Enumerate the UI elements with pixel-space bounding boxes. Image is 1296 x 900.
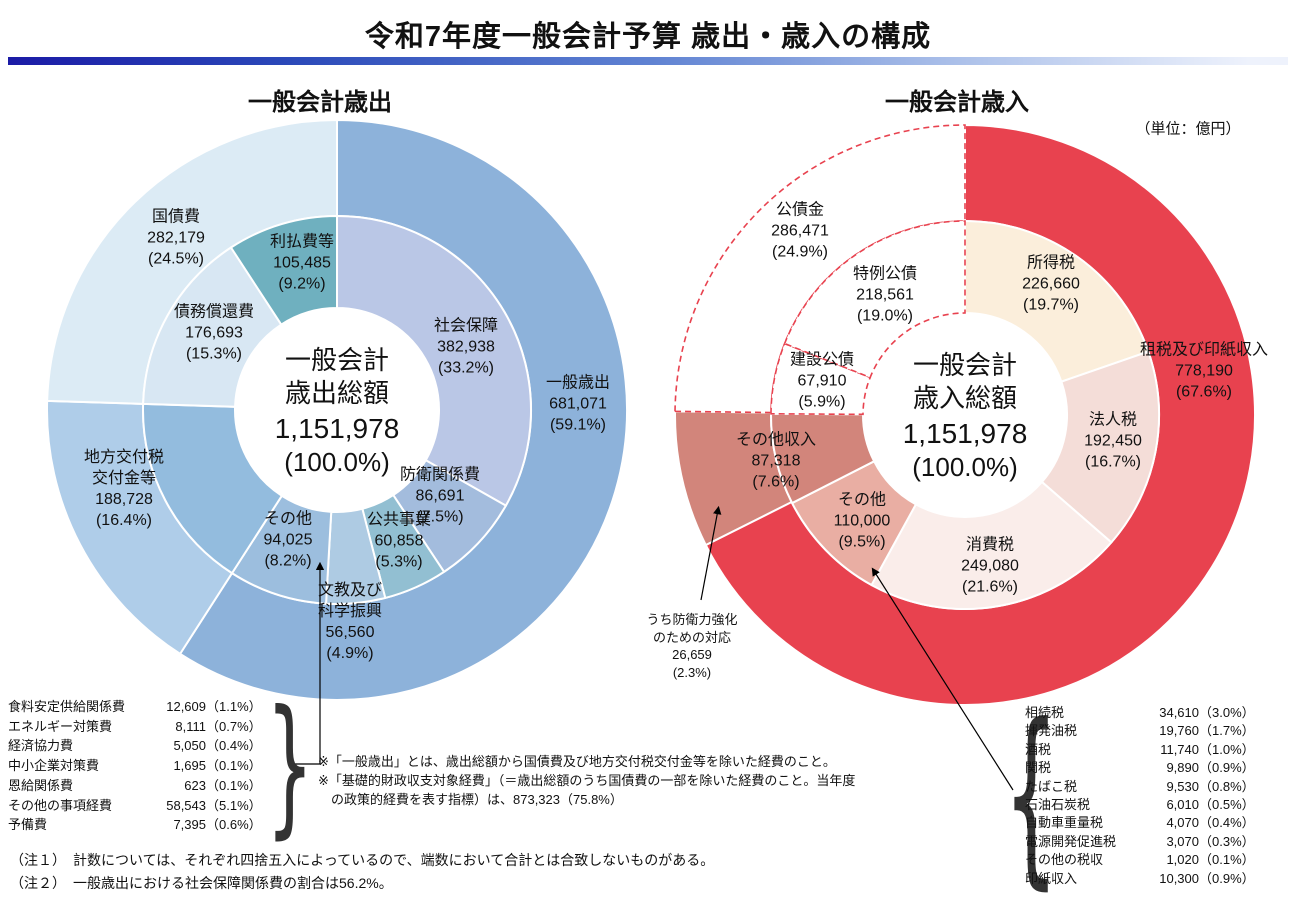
label-national-debt-service: 国債費 282,179 (24.5%) [147,208,205,268]
unit-label: （単位：億円） [1135,120,1241,138]
title-underline-bar [8,57,1288,65]
label-defense: 防衛関係費 86,691 (7.5%) [399,466,481,526]
table-row: その他の事項経費 58,543 （5.1%） [8,797,262,813]
table-row: 中小企業対策費 1,695 （0.1%） [8,758,262,774]
label-corporation-tax: 法人税 192,450 (16.7%) [1084,411,1142,471]
table-row: 酒税 11,740 （1.0%） [1025,741,1255,757]
donut-segment [336,214,532,507]
label-tax-and-stamp-revenues: 租税及び印紙収入 778,190 (67.6%) [1139,341,1269,401]
annotation-defense-reinforcement: うち防衛力強化 のための対応 26,659 (2.3%) [646,611,738,680]
label-income-tax: 所得税 226,660 (19.7%) [1022,254,1080,314]
table-row: エネルギー対策費 8,111 （0.7%） [8,718,262,734]
donut-segment [229,214,338,326]
table-row: 関税 9,890 （0.9%） [1025,760,1255,776]
table-row: その他の税収 1,020 （0.1%） [1025,852,1255,868]
table-row: 予備費 7,395 （0.6%） [8,817,262,833]
asterisk-notes: ※「一般歳出」とは、歳出総額から国債費及び地方交付税交付金等を除いた経費のこと。… [318,754,856,807]
label-social-security: 社会保障 382,938 (33.2%) [433,317,499,377]
label-government-bonds: 公債金 286,471 (24.9%) [771,201,829,261]
donut-segment [964,219,1150,383]
label-other-taxes: その他 110,000 (9.5%) [833,491,891,551]
table-row: 経済協力費 5,050 （0.4%） [8,738,262,754]
label-special-deficit-bonds: 特例公債 218,561 (19.0%) [852,265,918,325]
table-row: 石油石炭税 6,010 （0.5%） [1025,797,1255,813]
center-label-revenue: 一般会計 歳入総額 1,151,978 (100.0%) [902,350,1028,483]
label-local-allocation-tax: 地方交付税 交付金等 188,728 (16.4%) [83,448,165,530]
label-general-expenditure: 一般歳出 681,071 (59.1%) [545,374,611,434]
expenditure-donut-chart [46,118,628,701]
footnotes: （注１） 計数については、それぞれ四捨五入によっているので、端数において合計とは… [10,852,715,891]
label-construction-bonds: 建設公債 67,910 (5.9%) [789,351,855,411]
expenditure-breakdown-table: 食料安定供給関係費 12,609 （1.1%） エネルギー対策費 8,111 （0.7%）… [8,697,268,835]
expenditure-table-brace: } [266,679,314,853]
table-row: 印紙収入 10,300 （0.9%） [1025,870,1255,886]
label-other-revenues: その他収入 87,318 (7.6%) [735,431,817,491]
donut-segment [783,220,966,379]
label-education-science: 文教及び 科学振興 56,560 (4.9%) [317,581,383,663]
table-row: 自動車重量税 4,070 （0.4%） [1025,815,1255,831]
revenue-chart-title: 一般会計歳入 [885,89,1029,116]
table-row: 恩給関係費 623 （0.1%） [8,777,262,793]
table-row: 食料安定供給関係費 12,609 （1.1%） [8,699,262,714]
table-row: 相続税 34,610 （3.0%） [1025,705,1255,720]
donut-segment [142,246,283,408]
table-row: 電源開発促進税 3,070 （0.3%） [1025,833,1255,849]
label-consumption-tax: 消費税 249,080 (21.6%) [961,536,1019,596]
label-debt-redemption: 債務償還費 176,693 (15.3%) [173,303,255,363]
table-row: たばこ税 9,530 （0.8%） [1025,778,1255,794]
donut-segment [1040,350,1160,544]
center-label-expenditure: 一般会計 歳出総額 1,151,978 (100.0%) [274,345,400,478]
donut-segment [142,402,284,575]
label-public-works: 公共事業 60,858 (5.3%) [366,511,432,571]
revenue-breakdown-table: 相続税 34,610 （3.0%） 揮発油税 19,760 （1.7%） 酒税 11,740 （… [1025,704,1261,888]
label-others-expenditure: その他 94,025 (8.2%) [263,510,313,570]
page-title: 令和7年度一般会計予算 歳出・歳入の構成 [364,21,932,53]
table-row: 揮発油税 19,760 （1.7%） [1025,723,1255,739]
label-interest-payments: 利払費等 105,485 (9.2%) [269,233,335,293]
expenditure-chart-title: 一般会計歳出 [248,89,392,116]
